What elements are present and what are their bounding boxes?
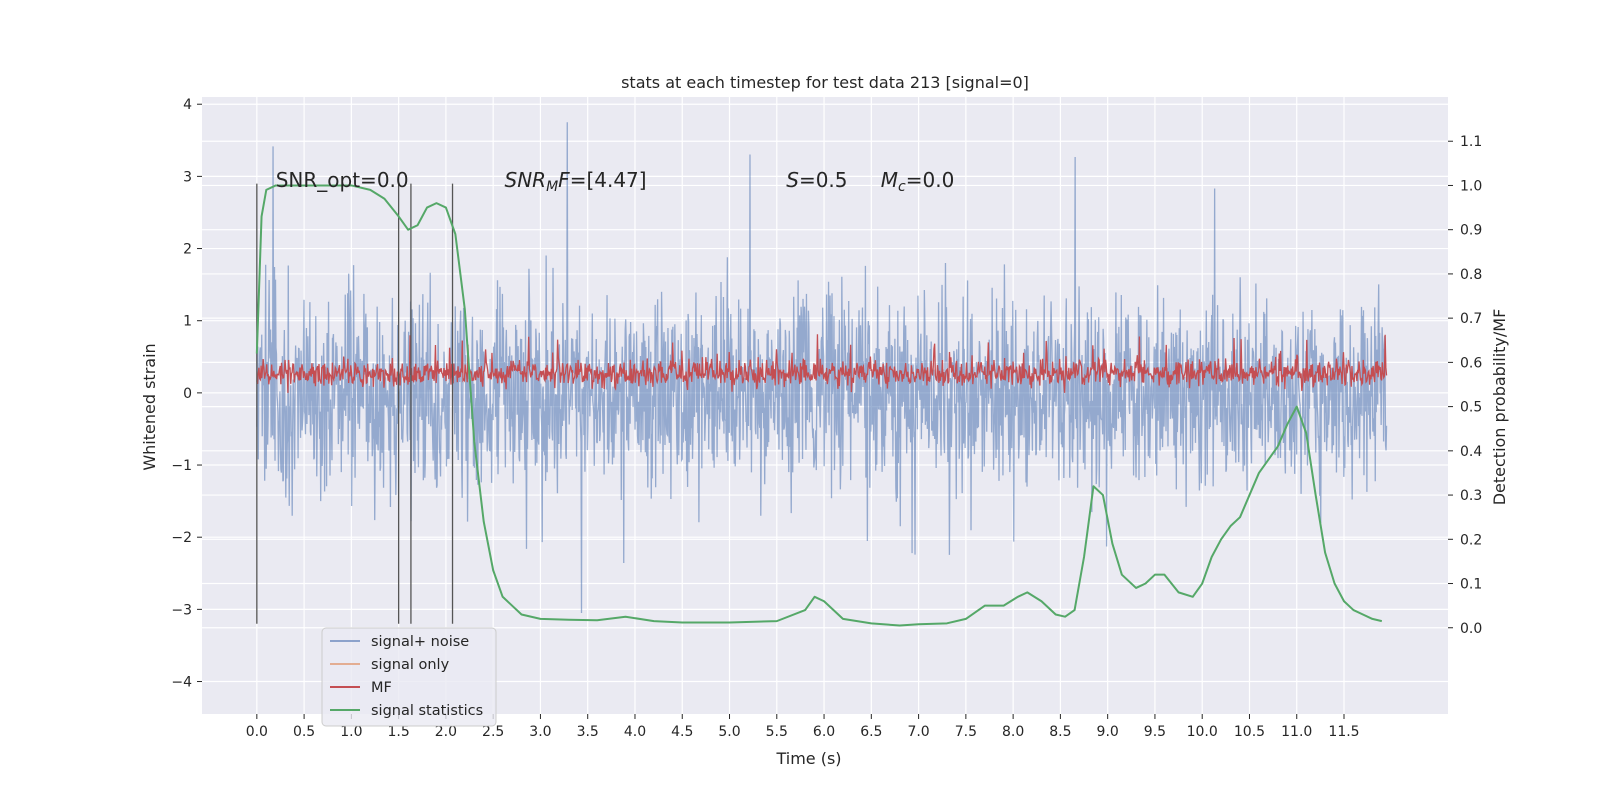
annotation-s: S=0.5 (786, 168, 847, 192)
x-tick-label: 0.0 (246, 724, 268, 740)
x-tick-label: 11.0 (1281, 724, 1312, 740)
signal-noise-series (256, 122, 1388, 613)
y-right-tick-label: 0.1 (1460, 577, 1482, 593)
annotation-snr-opt: SNR_opt=0.0 (276, 168, 409, 192)
y-right-tick-label: 0.7 (1460, 311, 1482, 327)
x-tick-label: 5.0 (718, 724, 740, 740)
mf-series (256, 334, 1388, 393)
series-mf (256, 334, 1388, 393)
y-right-tick-label: 0.4 (1460, 444, 1482, 460)
legend-label-signal-only: signal only (371, 657, 450, 673)
y-axis-left-label: Whitened strain (140, 343, 159, 470)
x-axis-ticks: 0.0 0.5 1.0 1.5 2.0 2.5 3.0 3.5 4.0 4.5 5.0 5.5 6.0 6… (246, 714, 1360, 740)
y-left-tick-label: −2 (171, 530, 192, 546)
annotation-snr-mf: SNRMF=[4.47] (505, 168, 647, 195)
y-right-tick-label: 1.0 (1460, 178, 1482, 194)
series-signal-noise (256, 122, 1388, 613)
y-left-tick-label: 1 (183, 314, 192, 330)
y-left-tick-label: 2 (183, 242, 192, 258)
x-tick-label: 1.5 (388, 724, 410, 740)
right-y-axis-ticks: 1.1 1.0 0.9 0.8 0.7 0.6 0.5 0.4 0.3 0.2 0.1 0.0 (1448, 134, 1482, 637)
vertical-markers (256, 183, 454, 624)
x-tick-label: 6.0 (813, 724, 835, 740)
x-tick-label: 3.5 (577, 724, 599, 740)
x-tick-label: 9.0 (1097, 724, 1119, 740)
y-left-tick-label: 4 (183, 97, 192, 113)
x-tick-label: 2.0 (435, 724, 457, 740)
x-tick-label: 2.5 (482, 724, 504, 740)
chart-title: stats at each timestep for test data 213… (621, 73, 1029, 92)
y-left-tick-label: −4 (171, 675, 192, 691)
legend-label-signal-statistics: signal statistics (371, 703, 483, 719)
x-tick-label: 1.0 (340, 724, 362, 740)
x-tick-label: 0.5 (293, 724, 315, 740)
annotation-mc: Mc=0.0 (881, 168, 955, 195)
y-right-tick-label: 0.8 (1460, 267, 1482, 283)
y-left-tick-label: 3 (183, 169, 192, 185)
y-left-tick-label: −3 (171, 602, 192, 618)
legend: signal+ noise signal only MF signal stat… (321, 627, 497, 727)
annotations: SNR_opt=0.0 SNRMF=[4.47] S=0.5 Mc=0.0 (276, 168, 955, 195)
legend-label-mf: MF (371, 680, 392, 696)
y-right-tick-label: 1.1 (1460, 134, 1482, 150)
x-tick-label: 10.5 (1234, 724, 1265, 740)
x-tick-label: 11.5 (1328, 724, 1359, 740)
x-tick-label: 8.0 (1002, 724, 1024, 740)
y-right-tick-label: 0.9 (1460, 223, 1482, 239)
x-tick-label: 6.5 (860, 724, 882, 740)
y-left-tick-label: 0 (183, 386, 192, 402)
left-y-axis-ticks: 4 3 2 1 0 −1 −2 −3 −4 (171, 97, 202, 691)
x-tick-label: 4.0 (624, 724, 646, 740)
signal-statistics-series (255, 184, 1383, 627)
x-tick-label: 7.5 (955, 724, 977, 740)
y-right-tick-label: 0.3 (1460, 488, 1482, 504)
x-tick-label: 10.0 (1187, 724, 1218, 740)
y-right-tick-label: 0.2 (1460, 532, 1482, 548)
gridlines (202, 97, 1448, 714)
legend-label-signal-noise: signal+ noise (371, 634, 469, 650)
x-tick-label: 3.0 (529, 724, 551, 740)
y-right-tick-label: 0.5 (1460, 400, 1482, 416)
series-signal-statistics (255, 184, 1383, 627)
x-axis-label: Time (s) (775, 749, 841, 768)
y-right-tick-label: 0.6 (1460, 355, 1482, 371)
legend-box (321, 627, 497, 727)
y-left-tick-label: −1 (171, 458, 192, 474)
y-right-tick-label: 0.0 (1460, 621, 1482, 637)
x-tick-label: 8.5 (1049, 724, 1071, 740)
y-axis-right-label: Detection probability/MF (1490, 309, 1509, 506)
x-tick-label: 7.0 (907, 724, 929, 740)
x-tick-label: 4.5 (671, 724, 693, 740)
x-tick-label: 9.5 (1144, 724, 1166, 740)
x-tick-label: 5.5 (766, 724, 788, 740)
